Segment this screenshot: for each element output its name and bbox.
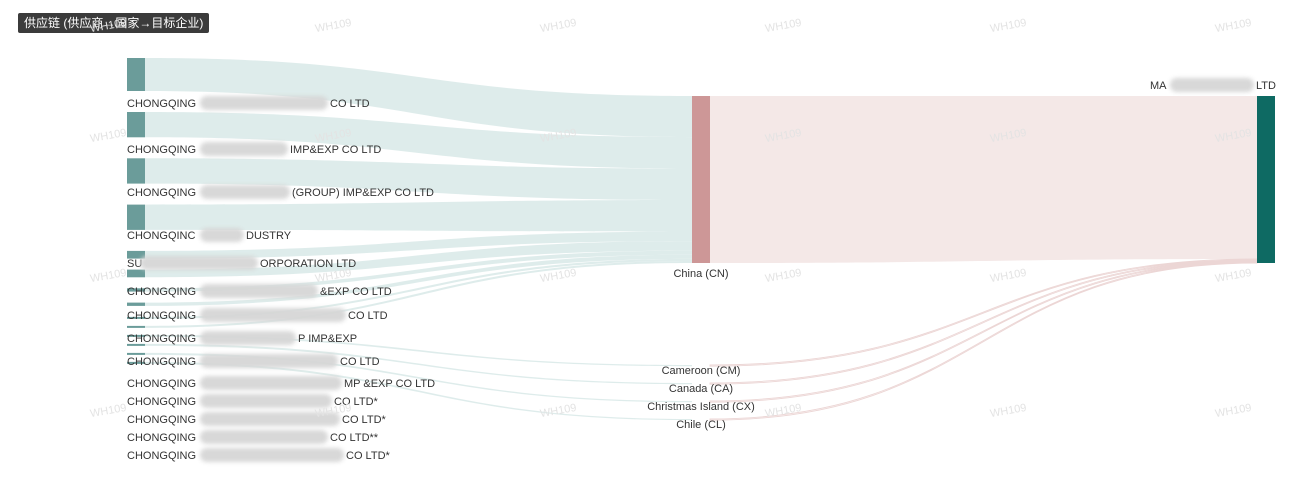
supplier-label-end-11: CO LTD* [342, 414, 387, 426]
supplier-node-8[interactable] [127, 316, 145, 319]
link-country-0-to-target [710, 96, 1257, 263]
supplier-node-6[interactable] [127, 288, 145, 292]
link-supplier-3-to-country-0 [145, 200, 692, 232]
target-node[interactable] [1257, 96, 1275, 263]
supplier-node-2[interactable] [127, 158, 145, 184]
supplier-node-13[interactable] [127, 361, 145, 364]
redacted-text-9 [200, 376, 342, 390]
label-layer: CHONGQING CO LTD CHONGQING IMP&EXP CO LTD CH… [127, 80, 1276, 462]
link-supplier-10-to-country-1 [145, 334, 692, 367]
link-supplier-9-to-country-0 [145, 260, 692, 328]
supplier-label-end-8: CO LTD [340, 356, 380, 368]
supplier-node-3[interactable] [127, 204, 145, 230]
link-supplier-11-to-country-2 [145, 343, 692, 385]
redacted-target-text [1170, 78, 1254, 92]
redacted-text-5 [200, 284, 318, 298]
supplier-label-end-4: ORPORATION LTD [260, 258, 356, 270]
redacted-text-2 [200, 185, 290, 199]
link-supplier-2-to-country-0 [145, 158, 692, 201]
supplier-label-end-0: CO LTD [330, 98, 370, 110]
redacted-text-11 [200, 412, 340, 426]
link-supplier-12-to-country-3 [145, 352, 692, 403]
chart-title-badge: 供应链 (供应商→国家→目标企业) [18, 13, 210, 33]
supplier-label-end-7: P IMP&EXP [298, 333, 357, 345]
link-supplier-8-to-country-0 [145, 258, 692, 319]
country-label-0: China (CN) [673, 268, 728, 280]
redacted-text-1 [200, 142, 288, 156]
link-supplier-13-to-country-4 [145, 361, 692, 421]
supplier-label-end-1: IMP&EXP CO LTD [290, 144, 381, 156]
node-layer [127, 58, 1275, 364]
supplier-label-start-0: CHONGQING [127, 98, 196, 110]
link-supplier-0-to-country-0 [145, 58, 692, 138]
link-supplier-6-to-country-0 [145, 250, 692, 292]
link-supplier-4-to-country-0 [145, 231, 692, 259]
supplier-node-5[interactable] [127, 269, 145, 278]
supplier-node-0[interactable] [127, 58, 145, 91]
supplier-label-end-3: DUSTRY [246, 230, 292, 242]
supplier-label-end-10: CO LTD* [334, 396, 379, 408]
redacted-text-0 [200, 96, 328, 110]
supplier-label-start-3: CHONGQINC [127, 230, 196, 242]
redacted-text-3 [200, 228, 244, 242]
supplier-label-start-2: CHONGQING [127, 187, 196, 199]
supplier-label-start-12: CHONGQING [127, 432, 196, 444]
supplier-label-start-9: CHONGQING [127, 378, 196, 390]
redacted-text-12 [200, 430, 328, 444]
supplier-node-1[interactable] [127, 112, 145, 138]
supplier-node-10[interactable] [127, 334, 145, 337]
supplier-label-end-12: CO LTD** [330, 432, 379, 444]
supplier-node-9[interactable] [127, 325, 145, 328]
target-label-end: LTD [1256, 80, 1276, 92]
country-label-3: Christmas Island (CX) [647, 401, 755, 413]
country-node-0[interactable] [692, 96, 710, 263]
supplier-node-12[interactable] [127, 352, 145, 355]
target-label-start: MA [1150, 80, 1167, 92]
redacted-text-13 [200, 448, 344, 462]
supplier-label-start-6: CHONGQING [127, 310, 196, 322]
supplier-node-4[interactable] [127, 250, 145, 259]
country-label-2: Canada (CA) [669, 383, 733, 395]
redacted-text-6 [200, 308, 346, 322]
link-supplier-5-to-country-0 [145, 241, 692, 278]
supplier-node-11[interactable] [127, 343, 145, 346]
supplier-label-start-10: CHONGQING [127, 396, 196, 408]
country-label-4: Chile (CL) [676, 419, 726, 431]
link-country-3-to-target [709, 260, 1258, 403]
supplier-label-start-11: CHONGQING [127, 414, 196, 426]
redacted-text-8 [200, 354, 338, 368]
country-label-1: Cameroon (CM) [662, 365, 741, 377]
supplier-label-end-9: MP &EXP CO LTD [344, 378, 435, 390]
link-layer [145, 58, 1258, 421]
supplier-label-start-13: CHONGQING [127, 450, 196, 462]
supplier-label-start-1: CHONGQING [127, 144, 196, 156]
supplier-label-start-4: SU [127, 258, 142, 270]
supplier-label-start-7: CHONGQING [127, 333, 196, 345]
redacted-text-4 [140, 256, 258, 270]
supplier-label-start-8: CHONGQING [127, 356, 196, 368]
redacted-text-10 [200, 394, 332, 408]
redacted-text-7 [200, 331, 296, 345]
supplier-label-start-5: CHONGQING [127, 286, 196, 298]
supplier-label-end-6: CO LTD [348, 310, 388, 322]
link-supplier-7-to-country-0 [145, 254, 692, 306]
supplier-label-end-2: (GROUP) IMP&EXP CO LTD [292, 187, 434, 199]
supplier-label-end-5: &EXP CO LTD [320, 286, 392, 298]
supplier-node-7[interactable] [127, 302, 145, 306]
supplier-label-end-13: CO LTD* [346, 450, 391, 462]
link-supplier-1-to-country-0 [145, 112, 692, 169]
